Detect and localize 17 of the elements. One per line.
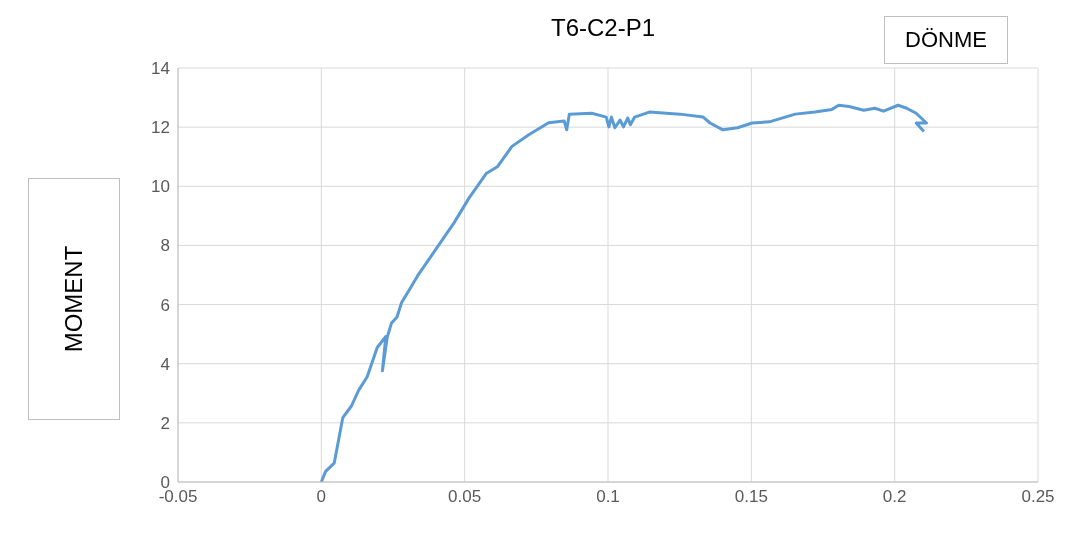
chart-title: T6-C2-P1 [550, 14, 656, 41]
y-axis-title: MOMENT [60, 245, 88, 353]
y-tick-label: 2 [160, 413, 170, 433]
x-tick-label: 0.2 [882, 487, 907, 507]
x-axis-title: DÖNME [884, 16, 1008, 64]
x-tick-label: 0.25 [1021, 487, 1055, 507]
x-tick-label: 0.15 [734, 487, 768, 507]
y-tick-label: 10 [151, 177, 170, 197]
line-series [319, 103, 928, 482]
y-tick-label: 4 [160, 354, 170, 374]
x-tick-label: 0.05 [448, 487, 482, 507]
x-tick-label: 0 [316, 487, 327, 507]
y-tick-label: 8 [160, 236, 170, 256]
x-tick-label: 0.1 [596, 487, 620, 507]
y-tick-label: 12 [151, 118, 170, 138]
y-tick-label: 14 [151, 59, 170, 79]
y-tick-label: 6 [160, 295, 170, 315]
